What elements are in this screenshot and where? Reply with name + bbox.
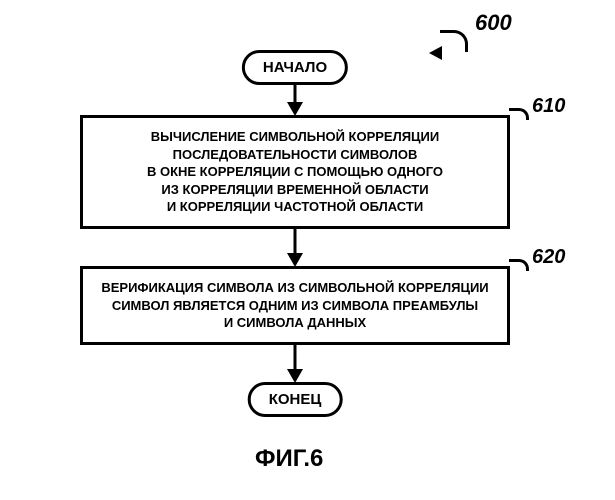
process-620-line1: ВЕРИФИКАЦИЯ СИМВОЛА ИЗ СИМВОЛЬНОЙ КОРРЕЛ… <box>97 279 493 297</box>
figure-caption: ФИГ.6 <box>255 445 323 473</box>
arrow-2-head <box>287 253 303 267</box>
arrow-2-line <box>294 227 297 255</box>
process-620-line2: СИМВОЛ ЯВЛЯЕТСЯ ОДНИМ ИЗ СИМВОЛА ПРЕАМБУ… <box>97 297 493 315</box>
process-610: ВЫЧИСЛЕНИЕ СИМВОЛЬНОЙ КОРРЕЛЯЦИИ ПОСЛЕДО… <box>80 115 510 229</box>
arrow-3-head <box>287 369 303 383</box>
flow-column: НАЧАЛО ВЫЧИСЛЕНИЕ СИМВОЛЬНОЙ КОРРЕЛЯЦИИ … <box>80 0 510 500</box>
process-620: ВЕРИФИКАЦИЯ СИМВОЛА ИЗ СИМВОЛЬНОЙ КОРРЕЛ… <box>80 266 510 345</box>
process-610-line4: ИЗ КОРРЕЛЯЦИИ ВРЕМЕННОЙ ОБЛАСТИ <box>97 181 493 199</box>
ref-610-curve <box>509 108 529 120</box>
process-620-line3: И СИМВОЛА ДАННЫХ <box>97 314 493 332</box>
arrow-3-line <box>294 343 297 371</box>
process-610-line1: ВЫЧИСЛЕНИЕ СИМВОЛЬНОЙ КОРРЕЛЯЦИИ <box>97 128 493 146</box>
end-terminal: КОНЕЦ <box>248 382 343 417</box>
ref-610-label: 610 <box>532 95 565 118</box>
ref-620-curve <box>509 259 529 271</box>
ref-620-label: 620 <box>532 246 565 269</box>
process-610-line3: В ОКНЕ КОРРЕЛЯЦИИ С ПОМОЩЬЮ ОДНОГО <box>97 163 493 181</box>
arrow-1-line <box>294 84 297 104</box>
process-610-line2: ПОСЛЕДОВАТЕЛЬНОСТИ СИМВОЛОВ <box>97 146 493 164</box>
process-610-line5: И КОРРЕЛЯЦИИ ЧАСТОТНОЙ ОБЛАСТИ <box>97 198 493 216</box>
start-terminal: НАЧАЛО <box>242 50 348 85</box>
arrow-1-head <box>287 102 303 116</box>
flowchart-container: 600 НАЧАЛО ВЫЧИСЛЕНИЕ СИМВОЛЬНОЙ КОРРЕЛЯ… <box>0 0 615 500</box>
